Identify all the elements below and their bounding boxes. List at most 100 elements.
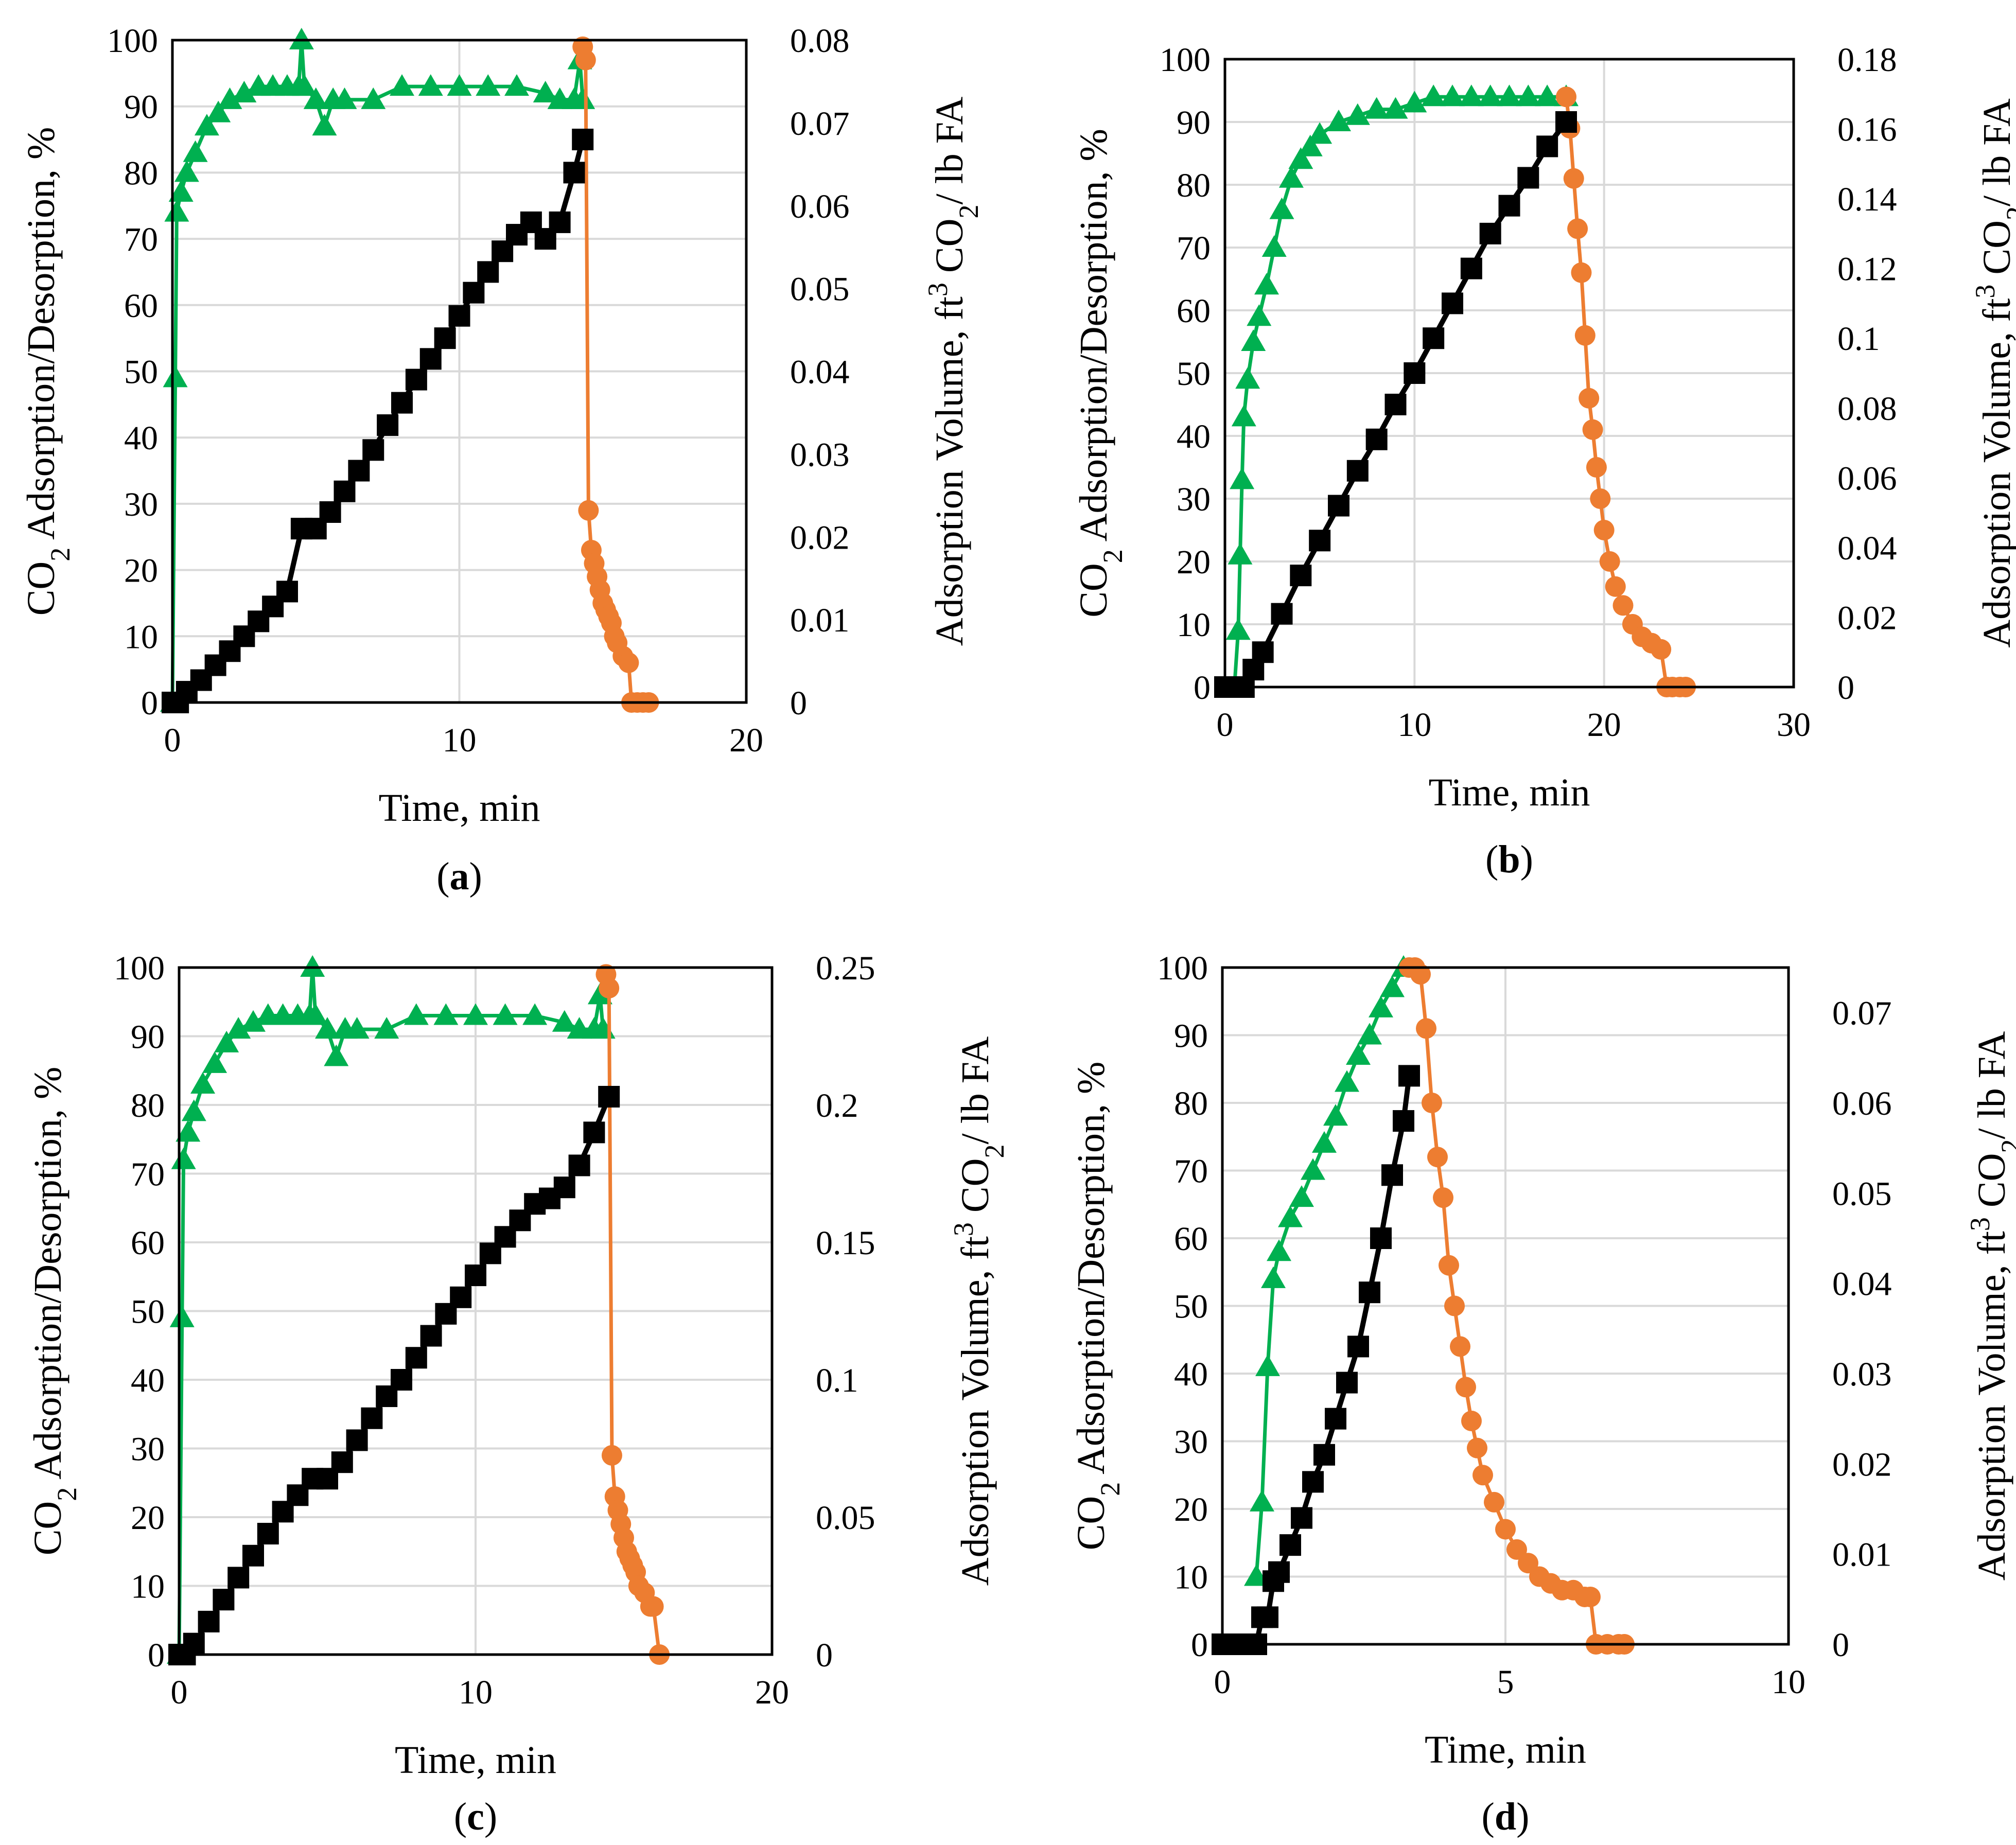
data-point-circle [1506, 1539, 1527, 1560]
y-left-tick-label: 60 [1177, 292, 1211, 330]
data-point-circle [1574, 325, 1596, 346]
y-left-tick-label: 30 [124, 486, 158, 523]
data-point-square [213, 1589, 235, 1611]
y-left-tick-label: 60 [131, 1224, 165, 1262]
y-right-tick-label: 0.05 [816, 1499, 875, 1537]
y-left-tick-label: 0 [1194, 669, 1211, 707]
y-left-tick-label: 10 [1177, 606, 1211, 644]
data-point-square [1336, 1372, 1358, 1394]
data-point-triangle [1516, 84, 1541, 107]
data-point-square [1328, 495, 1349, 517]
y-left-tick-label: 20 [1174, 1491, 1208, 1528]
data-point-triangle [1261, 1266, 1286, 1288]
y-left-tick-label: 0 [141, 684, 158, 722]
data-point-circle [1439, 1255, 1459, 1276]
y-right-tick-label: 0.25 [816, 950, 875, 987]
data-point-triangle [1235, 367, 1260, 389]
data-point-square [319, 501, 341, 523]
data-point-triangle [190, 1071, 216, 1094]
data-point-triangle [1459, 84, 1484, 107]
data-point-triangle [1478, 84, 1503, 107]
y-right-axis-title: Adsorption Volume, ft3 CO2/ lb FA [948, 1036, 1010, 1586]
y-left-tick-label: 0 [148, 1637, 165, 1674]
data-point-triangle [1288, 147, 1313, 169]
data-point-square [1257, 1606, 1278, 1628]
y-right-tick-label: 0.01 [1832, 1536, 1892, 1574]
data-point-triangle [1312, 1131, 1337, 1153]
x-tick-label: 0 [171, 1674, 188, 1711]
data-point-triangle [1421, 84, 1446, 107]
panel-label: (b) [1485, 838, 1533, 881]
data-point-circle [1593, 520, 1615, 540]
data-point-square [405, 1347, 427, 1369]
data-point-triangle [433, 1003, 459, 1025]
data-point-square [572, 129, 594, 151]
data-point-square [1271, 603, 1293, 625]
data-point-circle [601, 1445, 622, 1466]
y-left-tick-label: 60 [124, 287, 158, 325]
data-point-square [1381, 1164, 1403, 1186]
data-point-square [391, 1369, 412, 1391]
x-axis-title: Time, min [1425, 1728, 1586, 1771]
y-right-tick-label: 0.07 [1832, 995, 1892, 1032]
series-triangle [167, 955, 616, 1664]
y-left-tick-label: 90 [1177, 104, 1211, 142]
data-point-circle [1582, 419, 1603, 440]
data-point-circle [1456, 1377, 1476, 1398]
data-point-circle [1444, 1295, 1465, 1316]
panel-label: (a) [436, 855, 482, 898]
data-point-triangle [447, 74, 472, 96]
data-point-square [568, 1154, 590, 1176]
data-point-triangle [315, 1017, 340, 1039]
series-square [1212, 1065, 1420, 1655]
x-tick-label: 10 [1772, 1663, 1805, 1701]
data-point-square [1313, 1444, 1335, 1466]
panel-label: (d) [1482, 1795, 1530, 1838]
x-tick-label: 10 [459, 1674, 493, 1711]
data-point-square [377, 414, 399, 436]
data-point-triangle [226, 1017, 251, 1039]
data-point-square [1404, 362, 1426, 384]
data-point-triangle [1267, 1239, 1291, 1261]
data-point-triangle [332, 87, 357, 109]
y-right-tick-label: 0.02 [790, 519, 850, 556]
y-left-tick-label: 60 [1174, 1220, 1208, 1258]
data-point-triangle [241, 1010, 266, 1032]
data-point-triangle [587, 982, 612, 1005]
series-square [162, 129, 594, 713]
y-right-tick-label: 0.04 [1832, 1266, 1892, 1303]
x-axis-title: Time, min [395, 1738, 556, 1782]
series-circle [1556, 86, 1696, 697]
data-point-triangle [324, 1044, 349, 1066]
y-left-tick-label: 80 [1177, 167, 1211, 204]
data-point-triangle [1301, 1158, 1325, 1180]
y-left-tick-label: 20 [124, 552, 158, 590]
data-point-square [1555, 111, 1577, 133]
x-tick-label: 10 [1397, 706, 1431, 744]
y-left-axis-title: CO2 Adsorption/Desorption, % [1070, 1062, 1126, 1551]
data-point-triangle [463, 1003, 488, 1025]
chart-panel-b: 010203040506070809010000.020.040.060.080… [1072, 41, 2016, 881]
y-right-tick-label: 0.03 [790, 436, 850, 473]
plot-frame [178, 966, 774, 1656]
data-point-square [477, 261, 499, 283]
data-point-circle [1651, 639, 1672, 660]
series-line [1564, 96, 1686, 689]
data-point-circle [1450, 1336, 1470, 1357]
data-point-triangle [1383, 97, 1408, 119]
data-point-triangle [1269, 197, 1294, 219]
data-point-square [1498, 195, 1520, 217]
data-point-triangle [1369, 995, 1393, 1017]
data-point-triangle [1278, 166, 1304, 188]
x-axis-title: Time, min [379, 786, 540, 830]
data-point-triangle [169, 1305, 195, 1327]
data-point-circle [1495, 1519, 1516, 1540]
y-right-axis-title: Adsorption Volume, ft3 CO2/ lb FA [922, 97, 984, 646]
data-point-circle [1586, 457, 1607, 478]
data-point-square [198, 1610, 220, 1632]
data-point-triangle [202, 1051, 227, 1073]
data-point-square [1268, 1561, 1290, 1583]
y-left-tick-label: 50 [1177, 355, 1211, 393]
data-point-circle [1410, 964, 1431, 985]
data-point-triangle [361, 87, 386, 109]
